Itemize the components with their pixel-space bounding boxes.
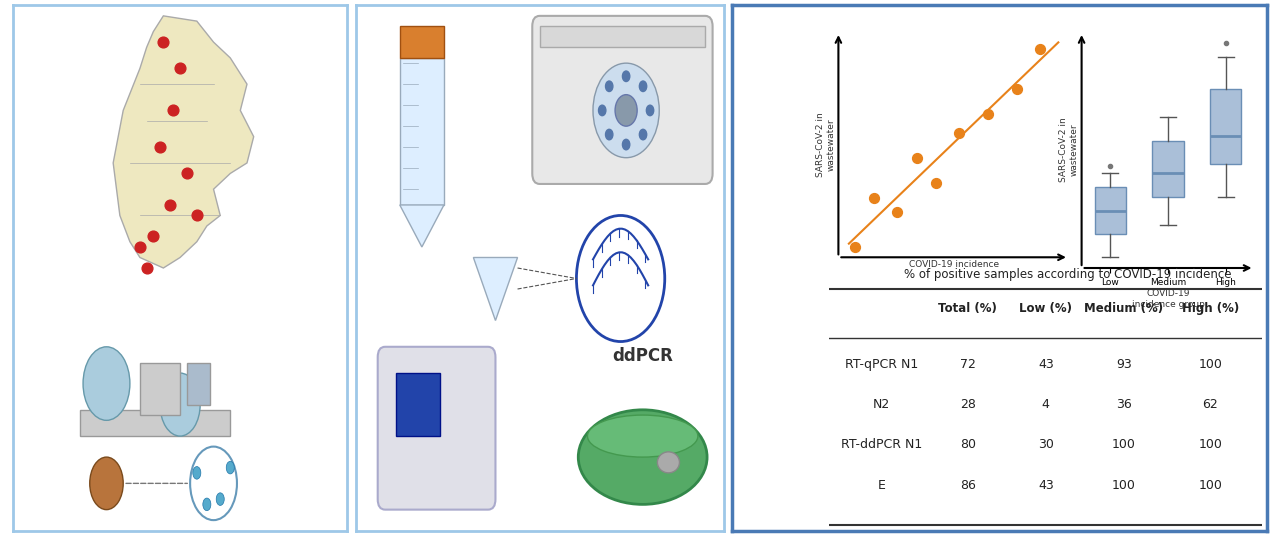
X-axis label: COVID-19 incidence: COVID-19 incidence [909,260,998,269]
Circle shape [227,461,234,474]
Text: 86: 86 [960,479,975,492]
Text: 80: 80 [960,438,975,451]
Point [187,211,207,220]
PathPatch shape [1094,188,1126,234]
Circle shape [639,81,646,92]
Text: 62: 62 [1202,398,1219,411]
Circle shape [622,71,630,81]
Text: E: E [877,479,886,492]
Point [950,129,970,138]
Text: Medium (%): Medium (%) [1084,302,1164,315]
Circle shape [639,129,646,140]
Polygon shape [113,16,253,268]
Ellipse shape [579,410,707,504]
Circle shape [83,347,129,420]
Circle shape [599,105,605,116]
Point [864,193,884,202]
Circle shape [193,466,201,479]
Circle shape [160,373,200,436]
Text: ddPCR: ddPCR [612,347,673,365]
FancyBboxPatch shape [532,16,713,184]
Text: 100: 100 [1198,358,1222,371]
Circle shape [616,95,637,126]
Text: 100: 100 [1112,479,1135,492]
Text: 72: 72 [960,358,975,371]
Text: 30: 30 [1038,438,1053,451]
Bar [79,410,230,436]
Point [887,208,908,217]
Point [978,109,998,118]
Point [845,243,865,251]
Bar [396,373,440,436]
Text: 100: 100 [1112,438,1135,451]
Circle shape [90,457,123,510]
FancyBboxPatch shape [378,347,495,510]
Text: 43: 43 [1038,479,1053,492]
Bar [187,362,210,405]
Circle shape [191,446,237,520]
X-axis label: COVID-19
incidence group: COVID-19 incidence group [1132,289,1204,309]
Text: N2: N2 [873,398,890,411]
Text: 36: 36 [1116,398,1132,411]
Ellipse shape [588,415,698,457]
Text: Low (%): Low (%) [1019,302,1073,315]
Text: 4: 4 [1042,398,1050,411]
Text: 28: 28 [960,398,975,411]
Polygon shape [540,26,705,47]
Point [143,232,164,241]
Point [137,264,157,272]
Circle shape [202,498,211,511]
Point [925,178,946,187]
Text: qPCR: qPCR [412,347,461,365]
Point [154,38,174,47]
Text: 93: 93 [1116,358,1132,371]
Ellipse shape [658,452,680,473]
Text: 100: 100 [1198,438,1222,451]
Polygon shape [474,257,517,321]
Polygon shape [399,205,444,247]
Text: RT-qPCR N1: RT-qPCR N1 [845,358,918,371]
PathPatch shape [1210,90,1242,164]
Bar [140,362,180,415]
Point [163,106,183,115]
Point [150,143,170,152]
Circle shape [576,215,664,341]
Circle shape [216,493,224,505]
Text: % of positive samples according to COVID-19 incidence: % of positive samples according to COVID… [904,268,1231,281]
PathPatch shape [1152,141,1184,197]
Circle shape [622,139,630,150]
Point [1006,85,1027,93]
Circle shape [605,129,613,140]
Bar [399,26,444,58]
Circle shape [646,105,654,116]
Circle shape [605,81,613,92]
Text: 43: 43 [1038,358,1053,371]
Y-axis label: SARS-CoV-2 in
wastewater: SARS-CoV-2 in wastewater [1060,118,1079,182]
Point [177,169,197,178]
Point [129,243,150,251]
Point [170,64,191,73]
Circle shape [593,63,659,158]
Y-axis label: SARS-CoV-2 in
wastewater: SARS-CoV-2 in wastewater [817,113,836,177]
Text: High (%): High (%) [1181,302,1239,315]
Point [906,154,927,162]
Text: Total (%): Total (%) [938,302,997,315]
Text: 100: 100 [1198,479,1222,492]
Point [160,200,180,209]
Point [1030,45,1051,54]
Text: RT-ddPCR N1: RT-ddPCR N1 [841,438,922,451]
Bar [399,58,444,205]
